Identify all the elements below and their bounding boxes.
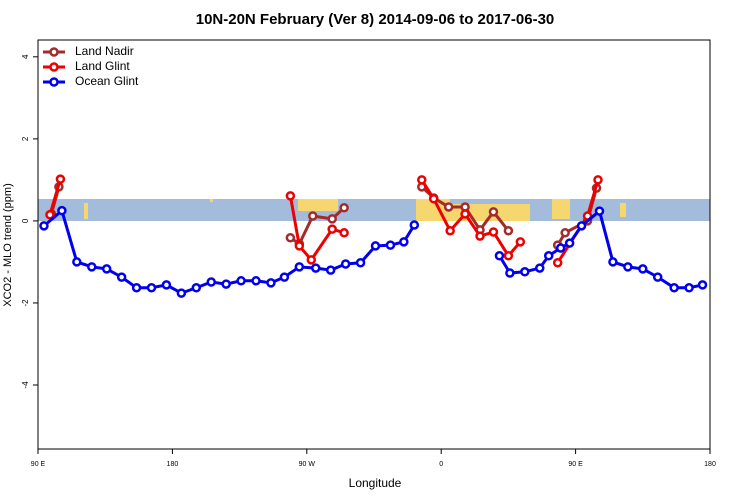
- point: [515, 237, 526, 247]
- point: [161, 280, 172, 290]
- point: [221, 279, 231, 289]
- point: [311, 263, 321, 273]
- x-axis-label: Longitude: [349, 476, 402, 490]
- point: [131, 283, 142, 293]
- point: [669, 283, 679, 293]
- point: [623, 262, 633, 272]
- point: [327, 224, 337, 234]
- point: [409, 220, 420, 230]
- y-tick-label: -2: [21, 299, 30, 307]
- y-axis-label: XCO2 - MLO trend (ppm): [2, 183, 14, 306]
- series-line: [43, 208, 703, 295]
- point: [370, 241, 381, 251]
- point: [340, 259, 351, 269]
- point: [520, 267, 530, 277]
- point: [503, 251, 514, 261]
- point: [428, 194, 439, 204]
- point: [543, 251, 554, 261]
- point: [555, 243, 566, 253]
- y-tick-label: 4: [21, 54, 30, 59]
- point: [327, 214, 337, 224]
- legend-marker: [49, 77, 59, 87]
- point: [339, 203, 349, 213]
- x-tick-label: 90 W: [299, 461, 316, 468]
- point: [552, 258, 563, 268]
- legend-label: Land Glint: [75, 59, 130, 73]
- point: [594, 206, 605, 216]
- point: [266, 278, 276, 288]
- x-tick-label: 180: [704, 461, 716, 468]
- point: [325, 265, 336, 275]
- point: [355, 258, 366, 268]
- plot-frame: [37, 39, 711, 450]
- point: [236, 276, 246, 286]
- legend-label: Land Nadir: [75, 44, 134, 58]
- point: [445, 226, 455, 236]
- legend-label: Ocean Glint: [75, 74, 139, 88]
- point: [505, 268, 515, 278]
- y-tick-label: 0: [21, 218, 30, 223]
- x-tick-label: 180: [167, 461, 179, 468]
- point: [399, 237, 409, 247]
- point: [294, 262, 305, 272]
- point: [251, 276, 261, 286]
- x-tick-label: 90 E: [31, 461, 46, 468]
- point: [116, 272, 127, 282]
- point: [652, 272, 663, 282]
- point: [417, 175, 427, 185]
- y-tick-label: -4: [21, 381, 30, 389]
- point: [146, 283, 157, 293]
- point: [176, 288, 187, 298]
- point: [285, 232, 296, 243]
- point: [101, 264, 112, 274]
- point: [576, 221, 587, 231]
- point: [306, 255, 317, 265]
- point: [279, 272, 290, 282]
- legend-marker: [49, 47, 59, 57]
- point: [475, 231, 485, 241]
- point: [560, 228, 570, 238]
- chart-title: 10N-20N February (Ver 8) 2014-09-06 to 2…: [196, 11, 555, 28]
- point: [503, 226, 514, 236]
- point: [460, 209, 470, 219]
- point: [488, 207, 499, 217]
- point: [697, 280, 708, 290]
- point: [72, 257, 82, 267]
- point: [638, 264, 648, 274]
- point: [593, 175, 603, 185]
- legend-marker: [49, 62, 59, 72]
- point: [535, 263, 545, 273]
- point: [39, 221, 49, 231]
- map-band: [38, 199, 710, 221]
- point: [564, 238, 575, 248]
- x-tick-label: 90 E: [568, 461, 583, 468]
- x-tick-label: 0: [439, 461, 443, 468]
- point: [443, 202, 454, 212]
- point: [57, 205, 67, 216]
- point: [308, 211, 318, 221]
- y-tick-label: 2: [21, 136, 30, 141]
- point: [494, 251, 505, 261]
- point: [87, 262, 97, 272]
- point: [206, 277, 216, 287]
- point: [684, 283, 694, 293]
- point: [608, 257, 618, 267]
- point: [55, 174, 66, 184]
- point: [385, 240, 396, 250]
- point: [45, 210, 55, 220]
- point: [294, 241, 305, 251]
- point: [285, 191, 296, 201]
- point: [191, 283, 202, 293]
- point: [339, 228, 349, 238]
- point: [488, 227, 499, 237]
